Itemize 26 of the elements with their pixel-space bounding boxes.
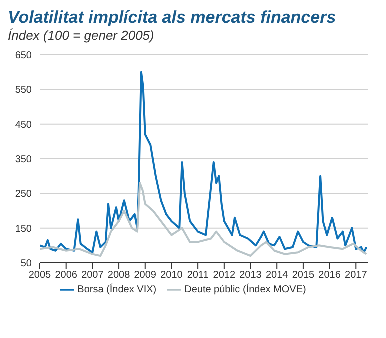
x-tick-label: 2006 <box>55 270 78 282</box>
line-series <box>40 182 368 258</box>
x-tick-label: 2009 <box>134 270 157 282</box>
y-tick-label: 350 <box>15 154 32 166</box>
y-tick-label: 250 <box>15 189 32 200</box>
x-tick-label: 2012 <box>213 270 236 282</box>
x-tick-label: 2015 <box>292 270 316 282</box>
x-tick-label: 2010 <box>160 270 184 282</box>
legend-label: Borsa (Índex VIX) <box>78 284 157 296</box>
x-tick-label: 2011 <box>187 270 210 282</box>
chart-subtitle: Índex (100 = gener 2005) <box>8 28 156 43</box>
y-tick-label: 450 <box>15 120 32 131</box>
x-tick-label: 2014 <box>266 270 289 282</box>
x-tick-label: 2007 <box>82 270 104 282</box>
y-tick-label: 650 <box>15 50 32 62</box>
y-tick-label: 50 <box>20 258 32 270</box>
legend-label: Deute públic (Índex MOVE) <box>184 284 306 296</box>
x-tick-label: 2016 <box>318 270 342 282</box>
x-tick-label: 2013 <box>240 270 262 282</box>
y-tick-label: 550 <box>15 85 32 96</box>
chart-title: Volatilitat implícita als mercats financers <box>8 8 338 28</box>
y-tick-label: 150 <box>15 224 32 235</box>
x-tick-label: 2005 <box>28 270 52 282</box>
line-series <box>40 71 368 254</box>
x-tick-label: 2017 <box>345 270 368 282</box>
x-tick-label: 2008 <box>108 270 131 282</box>
